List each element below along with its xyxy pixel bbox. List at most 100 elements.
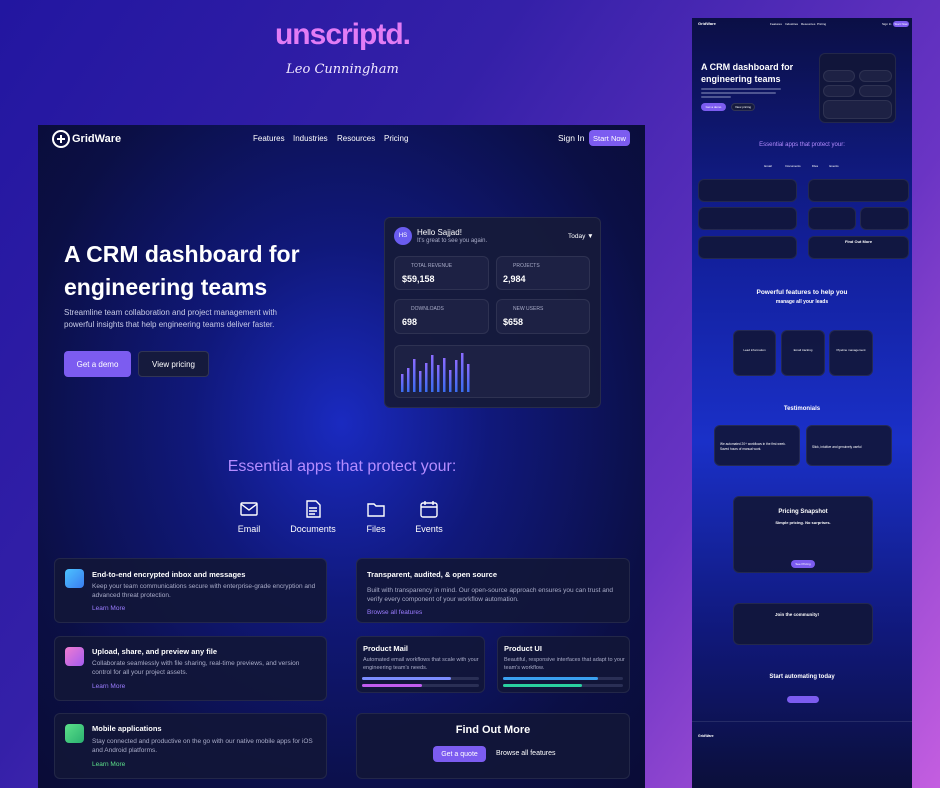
- preview-feature: [733, 330, 776, 376]
- preview-card: [698, 207, 797, 230]
- cta-card: [356, 713, 630, 779]
- preview-footer-brand: GridWare: [698, 734, 714, 738]
- hero-description: Streamline team collaboration and projec…: [64, 308, 278, 329]
- hero-title: A CRM dashboard for: [64, 241, 300, 267]
- preview-card: [860, 207, 909, 230]
- brand-icon: [52, 130, 70, 148]
- preview-card: [808, 236, 909, 259]
- transparency-text: Built with transparency in mind. Our ope…: [367, 587, 614, 603]
- preview-feature-title: Lead information: [743, 348, 766, 352]
- preview-card: [808, 207, 856, 230]
- avatar: HS: [394, 227, 412, 245]
- preview-app-label: Files: [811, 164, 819, 168]
- preview-app-label: Email: [764, 164, 772, 168]
- preview-hero-title: A CRM dashboard for engineering teams: [701, 62, 794, 84]
- sign-in[interactable]: Sign In: [558, 133, 585, 143]
- feature-title: End-to-end encrypted inbox and messages: [92, 570, 246, 579]
- preview-feature-title: Pipeline management: [836, 348, 866, 352]
- stat-box: [496, 299, 590, 334]
- preview-powerful-title: Powerful features to help you: [756, 289, 848, 296]
- nav-link[interactable]: Features: [253, 134, 285, 143]
- transparency-link[interactable]: Browse all features: [367, 609, 423, 616]
- feature-link[interactable]: Learn More: [92, 683, 126, 690]
- preview-feature: [829, 330, 873, 376]
- preview-nav-link: Pricing: [817, 22, 827, 26]
- preview-stat: [859, 85, 892, 97]
- preview-final-button: [787, 696, 819, 703]
- preview-card: [698, 179, 797, 202]
- nav-link[interactable]: Resources: [337, 134, 376, 143]
- preview-app-label: Events: [829, 164, 839, 168]
- preview-start: Start Now: [893, 21, 909, 27]
- product-card: [497, 636, 630, 693]
- stat-label: NEW USERS: [513, 306, 544, 312]
- preview-cta-title: Find Out More: [844, 239, 873, 244]
- hero-title: engineering teams: [64, 274, 268, 300]
- progress-track: [503, 684, 623, 687]
- preview-testimonial-text: We automated 20+ workflows in the first …: [720, 442, 786, 451]
- preview-nav-link: Industries: [785, 22, 799, 26]
- preview-pricing-title: Pricing Snapshot: [778, 509, 828, 515]
- feature-link[interactable]: Learn More: [92, 761, 126, 768]
- preview-final-title: Start automating today: [769, 674, 835, 680]
- greeting-subtitle: It's great to see you again.: [417, 238, 488, 244]
- preview-stat: [823, 70, 855, 82]
- stat-box: [496, 256, 590, 290]
- preview-card: [698, 236, 797, 259]
- preview-pricing-button: See Pricing: [791, 560, 815, 568]
- preview-stat: [823, 85, 855, 97]
- stat-value: $658: [503, 317, 524, 327]
- feature-icon: [65, 724, 84, 743]
- logo: unscriptd.: [274, 18, 411, 51]
- feature-text: Stay connected and productive on the go …: [92, 738, 313, 754]
- stat-box: [394, 299, 489, 334]
- product-text: Automated email workflows that scale wit…: [363, 657, 479, 671]
- feature-text: Keep your team communications secure wit…: [92, 583, 316, 599]
- feature-icon: [65, 647, 84, 666]
- pricing-button[interactable]: View pricing: [138, 351, 209, 377]
- nav-link[interactable]: Pricing: [384, 134, 409, 143]
- product-title: Product UI: [504, 644, 542, 653]
- preview-feature: [781, 330, 825, 376]
- browse-link[interactable]: Browse all features: [496, 750, 556, 757]
- progress-track: [503, 677, 623, 680]
- brand[interactable]: GridWare: [72, 133, 122, 145]
- preview-stat: [859, 70, 892, 82]
- preview-nav-link: Resources: [801, 22, 816, 26]
- app-label: Documents: [290, 524, 336, 534]
- nav-link[interactable]: Industries: [293, 134, 328, 143]
- start-button[interactable]: Start Now: [589, 130, 630, 146]
- stat-label: PROJECTS: [513, 263, 540, 269]
- preview-chart: [823, 100, 892, 119]
- preview-nav-link: Features: [770, 22, 782, 26]
- preview-testimonials-title: Testimonials: [783, 406, 821, 412]
- app-label: Events: [415, 524, 443, 534]
- stat-box: [394, 256, 489, 290]
- transparency-card: [356, 558, 630, 623]
- cta-title: Find Out More: [455, 724, 531, 736]
- stat-label: DOWNLOADS: [411, 306, 444, 312]
- preview-powerful-subtitle: manage all your leads: [775, 299, 829, 305]
- app-label: Files: [366, 524, 386, 534]
- stat-value: 2,984: [503, 274, 526, 284]
- feature-link[interactable]: Learn More: [92, 605, 126, 612]
- quote-button[interactable]: Get a quote: [433, 746, 486, 762]
- preview-text-line: [701, 92, 776, 94]
- feature-card: [54, 636, 327, 701]
- demo-button[interactable]: Get a demo: [64, 351, 131, 377]
- feature-icon: [65, 569, 84, 588]
- preview-community-title: Join the community!: [775, 612, 820, 617]
- apps-heading: Essential apps that protect your:: [227, 458, 457, 475]
- preview-brand: GridWare: [698, 21, 716, 26]
- stat-value: 698: [402, 317, 418, 327]
- period[interactable]: Today ▼: [568, 233, 594, 240]
- preview-sign-in: Sign In: [882, 22, 892, 26]
- feature-title: Upload, share, and preview any file: [92, 647, 218, 656]
- preview-feature-title: Email tracking: [793, 348, 813, 352]
- feature-text: Collaborate seamlessly with file sharing…: [92, 660, 300, 676]
- stat-label: TOTAL REVENUE: [411, 263, 453, 269]
- preview-card: [808, 179, 909, 202]
- preview-screen: [692, 18, 912, 788]
- progress-track: [362, 677, 479, 680]
